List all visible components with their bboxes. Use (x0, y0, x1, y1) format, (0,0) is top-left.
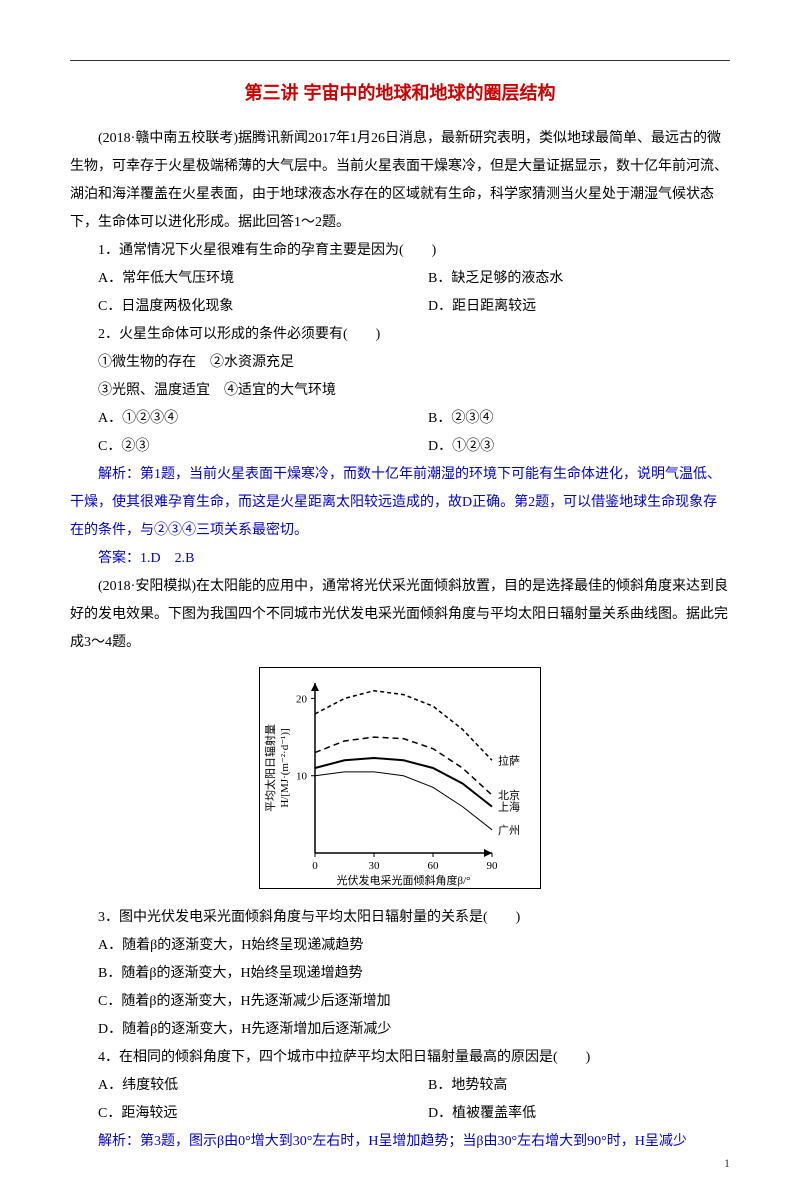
line-chart: 0 30 60 90 10 20 光伏发电采光面倾斜角度β/° 平均太阳日辐射量H/[MJ·(… (259, 667, 541, 889)
q2-opt-a: A．①②③④ (70, 405, 400, 433)
q4-opt-c: C．距海较远 (70, 1100, 400, 1128)
q1-opt-c: C．日温度两极化现象 (70, 293, 400, 321)
q1-opt-d: D．距日距离较远 (400, 293, 730, 321)
q4-opt-b: B．地势较高 (400, 1072, 730, 1100)
q1-stem: 1．通常情况下火星很难有生命的孕育主要是因为( ) (70, 237, 730, 265)
q2-sub2: ③光照、温度适宜 ④适宜的大气环境 (70, 377, 730, 405)
intro2: (2018·安阳模拟)在太阳能的应用中，通常将光伏采光面倾斜放置，目的是选择最佳… (70, 573, 730, 657)
svg-text:平均太阳日辐射量: 平均太阳日辐射量 (263, 724, 277, 812)
svg-text:光伏发电采光面倾斜角度β/°: 光伏发电采光面倾斜角度β/° (336, 873, 470, 887)
q2-opt-b: B．②③④ (400, 405, 730, 433)
q1-opt-a: A．常年低大气压环境 (70, 265, 400, 293)
answer1: 答案：1.D 2.B (70, 545, 730, 573)
svg-text:0: 0 (312, 860, 318, 872)
q3-opt-a: A．随着β的逐渐变大，H始终呈现递减趋势 (70, 932, 730, 960)
q2-sub1: ①微生物的存在 ②水资源充足 (70, 349, 730, 377)
q2-opt-c: C．②③ (70, 433, 400, 461)
page-number: 1 (724, 1156, 730, 1171)
q4-opt-d: D．植被覆盖率低 (400, 1100, 730, 1128)
q3-opt-c: C．随着β的逐渐变大，H先逐渐减少后逐渐增加 (70, 988, 730, 1016)
q3-stem: 3．图中光伏发电采光面倾斜角度与平均太阳日辐射量的关系是( ) (70, 904, 730, 932)
svg-text:90: 90 (487, 860, 499, 872)
svg-text:10: 10 (296, 771, 308, 783)
svg-text:广州: 广州 (498, 824, 520, 837)
q2-opt-d: D．①②③ (400, 433, 730, 461)
q4-stem: 4．在相同的倾斜角度下，四个城市中拉萨平均太阳日辐射量最高的原因是( ) (70, 1044, 730, 1072)
svg-text:拉萨: 拉萨 (498, 753, 520, 767)
q3-opt-d: D．随着β的逐渐变大，H先逐渐增加后逐渐减少 (70, 1016, 730, 1044)
q1-opt-b: B．缺乏足够的液态水 (400, 265, 730, 293)
svg-text:30: 30 (369, 860, 381, 872)
chart-figure: 0 30 60 90 10 20 光伏发电采光面倾斜角度β/° 平均太阳日辐射量H/[MJ·(… (70, 667, 730, 894)
q3-opt-b: B．随着β的逐渐变大，H始终呈现递增趋势 (70, 960, 730, 988)
svg-text:20: 20 (296, 693, 308, 705)
svg-text:上海: 上海 (498, 800, 520, 814)
page-title: 第三讲 宇宙中的地球和地球的圈层结构 (70, 79, 730, 105)
svg-text:北京: 北京 (498, 788, 520, 802)
svg-text:H/[MJ·(m⁻²·d⁻¹)]: H/[MJ·(m⁻²·d⁻¹)] (279, 728, 291, 807)
svg-text:60: 60 (428, 860, 440, 872)
explain1: 解析：第1题，当前火星表面干燥寒冷，而数十亿年前潮湿的环境下可能有生命体进化，说… (70, 461, 730, 545)
q4-opt-a: A．纬度较低 (70, 1072, 400, 1100)
intro-para: (2018·赣中南五校联考)据腾讯新闻2017年1月26日消息，最新研究表明，类… (70, 125, 730, 237)
explain2: 解析：第3题，图示β由0°增大到30°左右时，H呈增加趋势；当β由30°左右增大… (70, 1128, 730, 1156)
q2-stem: 2．火星生命体可以形成的条件必须要有( ) (70, 321, 730, 349)
